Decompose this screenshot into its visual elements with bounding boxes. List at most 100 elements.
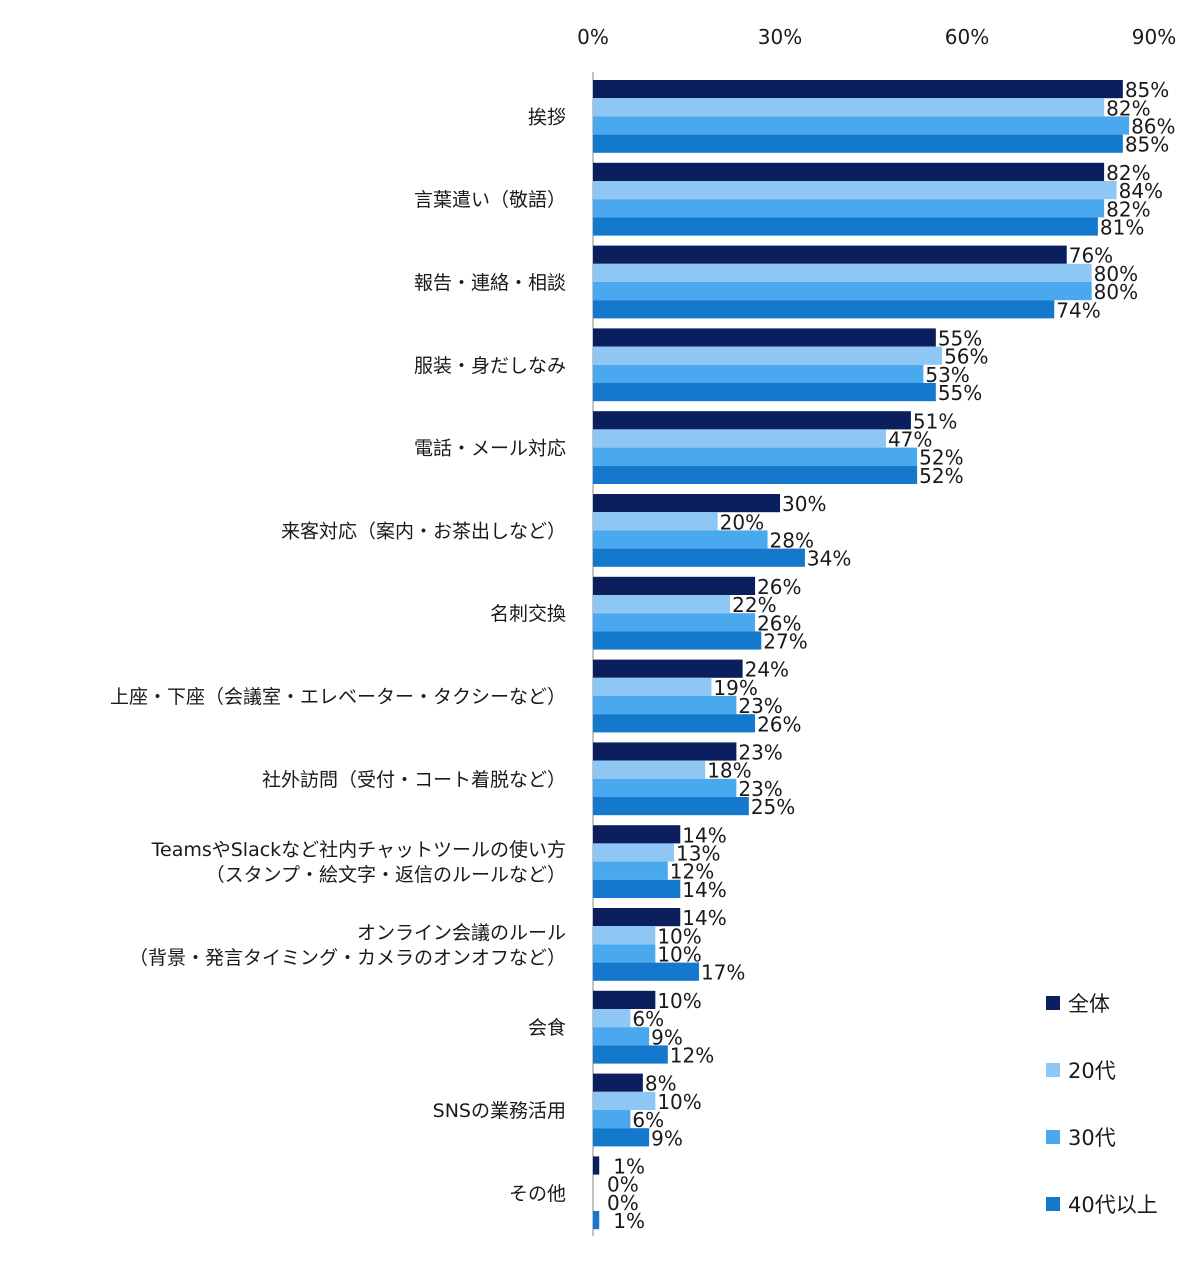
data-label: 17% — [701, 961, 745, 985]
data-label: 23% — [738, 694, 782, 718]
category-label: 上座・下座（会議室・エレベーター・タクシーなど） — [110, 686, 566, 708]
data-label: 51% — [913, 409, 957, 433]
category-label: その他 — [509, 1183, 566, 1205]
bar-20代 — [593, 263, 1092, 282]
bar-20代 — [593, 595, 731, 614]
bar-30代 — [593, 116, 1130, 135]
data-label: 0% — [607, 1173, 639, 1197]
data-label: 28% — [770, 529, 814, 553]
data-label: 80% — [1094, 262, 1138, 286]
data-label: 8% — [645, 1072, 677, 1096]
bar-20代 — [593, 512, 718, 531]
data-label: 12% — [670, 860, 714, 884]
bar-40代以上 — [593, 797, 749, 816]
bar-20代 — [593, 1009, 631, 1028]
data-label: 47% — [888, 428, 932, 452]
category-label: 言葉遣い（敬語） — [414, 189, 566, 211]
data-label: 86% — [1131, 115, 1175, 139]
data-label: 82% — [1106, 96, 1150, 120]
legend-swatch — [1046, 1130, 1060, 1144]
category-label: 報告・連絡・相談 — [414, 272, 566, 294]
bar-全体 — [593, 245, 1067, 264]
legend-swatch — [1046, 1197, 1060, 1211]
bar-全体 — [593, 1073, 643, 1092]
bar-40代以上 — [593, 1211, 600, 1230]
data-label: 26% — [757, 611, 801, 635]
bar-20代 — [593, 98, 1105, 117]
legend-swatch — [1046, 996, 1060, 1010]
data-label: 52% — [919, 464, 963, 488]
bar-20代 — [593, 429, 886, 448]
bar-20代 — [593, 181, 1117, 200]
bar-30代 — [593, 199, 1105, 218]
data-label: 1% — [613, 1155, 645, 1179]
bar-20代 — [593, 677, 712, 696]
data-label: 10% — [657, 989, 701, 1013]
data-label: 14% — [682, 823, 726, 847]
x-tick-label: 60% — [945, 25, 989, 49]
category-label: （背景・発言タイミング・カメラのオンオフなど） — [129, 947, 566, 969]
data-label: 9% — [651, 1126, 683, 1150]
data-label: 13% — [676, 842, 720, 866]
data-label: 6% — [632, 1108, 664, 1132]
bar-20代 — [593, 346, 943, 365]
legend-swatch — [1046, 1063, 1060, 1077]
bar-40代以上 — [593, 879, 681, 898]
data-label: 76% — [1069, 244, 1113, 268]
category-label: TeamsやSlackなど社内チャットツールの使い方 — [151, 839, 566, 861]
bar-30代 — [593, 530, 768, 549]
legend-label: 30代 — [1068, 1126, 1116, 1150]
data-label: 20% — [720, 510, 764, 534]
bar-30代 — [593, 944, 656, 963]
bar-全体 — [593, 80, 1123, 99]
data-label: 18% — [707, 759, 751, 783]
category-label: 社外訪問（受付・コート着脱など） — [262, 769, 566, 791]
category-label: オンライン会議のルール — [357, 922, 566, 944]
data-label: 53% — [925, 363, 969, 387]
category-label: （スタンプ・絵文字・返信のルールなど） — [206, 864, 566, 886]
bar-20代 — [593, 1091, 656, 1110]
data-label: 85% — [1125, 133, 1169, 157]
bar-20代 — [593, 843, 675, 862]
legend-label: 全体 — [1068, 992, 1110, 1016]
data-label: 24% — [745, 658, 789, 682]
bar-30代 — [593, 1110, 631, 1129]
data-label: 26% — [757, 712, 801, 736]
data-label: 19% — [713, 676, 757, 700]
category-label: 挨拶 — [528, 106, 566, 128]
data-label: 12% — [670, 1044, 714, 1068]
data-label: 0% — [607, 1191, 639, 1215]
x-tick-label: 30% — [758, 25, 802, 49]
data-label: 14% — [682, 878, 726, 902]
data-label: 82% — [1106, 197, 1150, 221]
bar-全体 — [593, 162, 1105, 181]
data-label: 34% — [807, 547, 851, 571]
bar-全体 — [593, 908, 681, 927]
bar-40代以上 — [593, 134, 1123, 153]
data-label: 14% — [682, 906, 726, 930]
bar-全体 — [593, 990, 656, 1009]
bar-20代 — [593, 926, 656, 945]
data-label: 56% — [944, 345, 988, 369]
x-tick-label: 90% — [1132, 25, 1176, 49]
bar-全体 — [593, 576, 756, 595]
data-label: 25% — [751, 795, 795, 819]
category-label: 名刺交換 — [490, 603, 566, 625]
bar-40代以上 — [593, 631, 762, 650]
data-label: 30% — [782, 492, 826, 516]
bar-40代以上 — [593, 465, 918, 484]
legend-label: 40代以上 — [1068, 1193, 1158, 1217]
data-label: 81% — [1100, 216, 1144, 240]
data-label: 1% — [613, 1209, 645, 1233]
bar-全体 — [593, 742, 737, 761]
data-label: 74% — [1056, 298, 1100, 322]
bar-全体 — [593, 825, 681, 844]
bar-30代 — [593, 778, 737, 797]
bar-全体 — [593, 411, 911, 430]
bar-40代以上 — [593, 217, 1098, 236]
category-label: SNSの業務活用 — [433, 1100, 566, 1122]
data-label: 9% — [651, 1025, 683, 1049]
data-label: 85% — [1125, 78, 1169, 102]
data-label: 23% — [738, 777, 782, 801]
bar-40代以上 — [593, 1128, 650, 1147]
